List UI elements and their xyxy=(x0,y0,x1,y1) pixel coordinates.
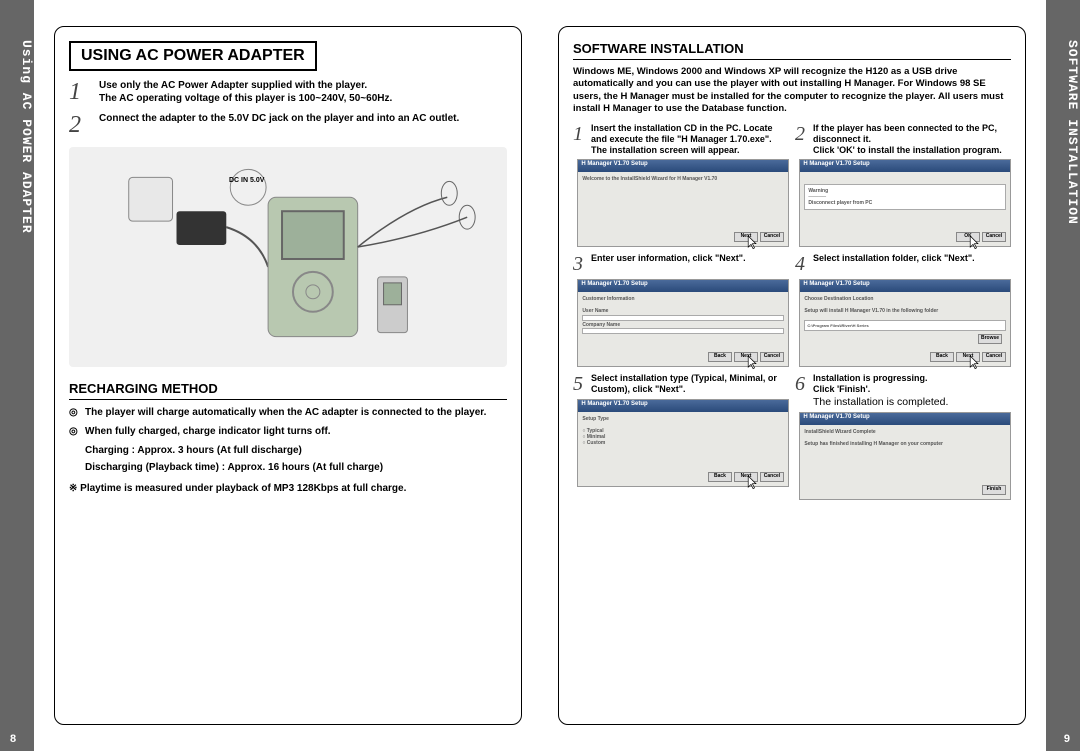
wizard-screenshot: H Manager V1.70 Setup Warning─────Discon… xyxy=(799,159,1011,247)
back-button: Back xyxy=(708,352,732,362)
finish-button: Finish xyxy=(982,485,1006,495)
playtime-footnote: ※ Playtime is measured under playback of… xyxy=(69,482,507,495)
page-number: 9 xyxy=(1064,733,1070,745)
wizard-body: Warning─────Disconnect player from PC xyxy=(800,172,1010,214)
install-step-5: 5 Select installation type (Typical, Min… xyxy=(573,373,789,500)
step-text: Select installation folder, click "Next"… xyxy=(813,253,1011,276)
wizard-screenshot: H Manager V1.70 Setup InstallShield Wiza… xyxy=(799,412,1011,500)
software-heading: SOFTWARE INSTALLATION xyxy=(573,41,1011,60)
adapter-illustration: DC IN 5.0V xyxy=(69,147,507,367)
step-text: Insert the installation CD in the PC. Lo… xyxy=(591,123,789,155)
step-text: Connect the adapter to the 5.0V DC jack … xyxy=(99,112,507,139)
manual-page-left: Using AC POWER ADAPTER 8 USING AC POWER … xyxy=(0,0,540,751)
install-steps-grid: 1 Insert the installation CD in the PC. … xyxy=(573,123,1011,500)
bullet-icon: ◎ xyxy=(69,406,79,419)
cancel-button: Cancel xyxy=(760,352,784,362)
page-number: 8 xyxy=(10,733,16,745)
bullet-item: ◎ The player will charge automatically w… xyxy=(69,406,507,419)
wizard-titlebar: H Manager V1.70 Setup xyxy=(800,413,1010,425)
install-step-2: 2 If the player has been connected to th… xyxy=(795,123,1011,246)
step-text: Use only the AC Power Adapter supplied w… xyxy=(99,79,507,106)
install-step-6: 6 Installation is progressing. Click 'Fi… xyxy=(795,373,1011,500)
step-number: 1 xyxy=(573,123,587,155)
wizard-screenshot: H Manager V1.70 Setup Setup Type○ Typica… xyxy=(577,399,789,487)
step-text: Select installation type (Typical, Minim… xyxy=(591,373,789,396)
cursor-icon xyxy=(744,354,758,372)
discharge-time-note: Discharging (Playback time) : Approx. 16… xyxy=(85,461,507,474)
right-section-tab: SOFTWARE INSTALLATION xyxy=(1046,0,1080,751)
left-section-tab: Using AC POWER ADAPTER xyxy=(0,0,34,751)
recharge-heading: RECHARGING METHOD xyxy=(69,381,507,400)
bullet-text: The player will charge automatically whe… xyxy=(85,406,486,419)
intro-paragraph: Windows ME, Windows 2000 and Windows XP … xyxy=(573,66,1011,115)
step-text: If the player has been connected to the … xyxy=(813,123,1011,155)
dc-jack-label: DC IN 5.0V xyxy=(229,177,264,184)
step-number: 2 xyxy=(795,123,809,155)
wizard-titlebar: H Manager V1.70 Setup xyxy=(800,160,1010,172)
page-content: USING AC POWER ADAPTER 1 Use only the AC… xyxy=(54,26,522,725)
install-step-4: 4 Select installation folder, click "Nex… xyxy=(795,253,1011,367)
page-content: SOFTWARE INSTALLATION Windows ME, Window… xyxy=(558,26,1026,725)
install-step-1: 1 Insert the installation CD in the PC. … xyxy=(573,123,789,246)
cursor-icon xyxy=(966,354,980,372)
page-title: USING AC POWER ADAPTER xyxy=(69,41,317,71)
cursor-icon xyxy=(744,474,758,492)
wizard-body: Welcome to the InstallShield Wizard for … xyxy=(578,172,788,186)
step-2: 2 Connect the adapter to the 5.0V DC jac… xyxy=(69,112,507,139)
install-step-3: 3 Enter user information, click "Next". … xyxy=(573,253,789,367)
wizard-body: Customer InformationUser NameCompany Nam… xyxy=(578,292,788,338)
step-1: 1 Use only the AC Power Adapter supplied… xyxy=(69,79,507,106)
step-text: Installation is progressing. Click 'Fini… xyxy=(813,373,1011,409)
cursor-icon xyxy=(966,234,980,252)
step-number: 2 xyxy=(69,112,89,139)
step-number: 3 xyxy=(573,253,587,276)
browse-button: Browse xyxy=(978,334,1002,344)
wizard-body: InstallShield Wizard CompleteSetup has f… xyxy=(800,425,1010,451)
charge-time-note: Charging : Approx. 3 hours (At full disc… xyxy=(85,444,507,457)
step-text: Enter user information, click "Next". xyxy=(591,253,789,276)
cancel-button: Cancel xyxy=(760,472,784,482)
wizard-screenshot: H Manager V1.70 Setup Welcome to the Ins… xyxy=(577,159,789,247)
back-button: Back xyxy=(930,352,954,362)
manual-page-right: SOFTWARE INSTALLATION 9 SOFTWARE INSTALL… xyxy=(540,0,1080,751)
step-number: 1 xyxy=(69,79,89,106)
step-number: 5 xyxy=(573,373,587,396)
back-button: Back xyxy=(708,472,732,482)
wizard-screenshot: H Manager V1.70 Setup Choose Destination… xyxy=(799,279,1011,367)
wizard-body: Choose Destination LocationSetup will in… xyxy=(800,292,1010,335)
cancel-button: Cancel xyxy=(982,352,1006,362)
wizard-titlebar: H Manager V1.70 Setup xyxy=(800,280,1010,292)
wizard-screenshot: H Manager V1.70 Setup Customer Informati… xyxy=(577,279,789,367)
cursor-icon xyxy=(744,234,758,252)
wizard-titlebar: H Manager V1.70 Setup xyxy=(578,160,788,172)
step-number: 6 xyxy=(795,373,809,409)
bullet-text: When fully charged, charge indicator lig… xyxy=(85,425,331,438)
cancel-button: Cancel xyxy=(760,232,784,242)
wizard-titlebar: H Manager V1.70 Setup xyxy=(578,400,788,412)
wizard-titlebar: H Manager V1.70 Setup xyxy=(578,280,788,292)
completed-text: The installation is completed. xyxy=(813,396,1011,409)
bullet-icon: ◎ xyxy=(69,425,79,438)
bullet-item: ◎ When fully charged, charge indicator l… xyxy=(69,425,507,438)
step-number: 4 xyxy=(795,253,809,276)
device-diagram xyxy=(69,147,507,367)
cancel-button: Cancel xyxy=(982,232,1006,242)
wizard-body: Setup Type○ Typical○ Minimal○ Custom xyxy=(578,412,788,450)
